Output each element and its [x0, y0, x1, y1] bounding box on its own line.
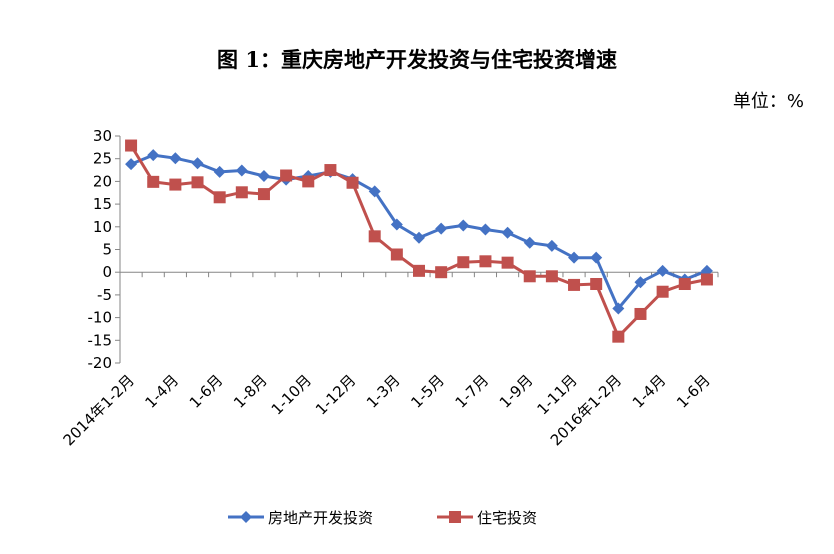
data-point [235, 164, 248, 177]
legend-item-0: 房地产开发投资 [228, 509, 373, 527]
data-point [125, 158, 138, 171]
data-point [656, 285, 669, 298]
data-point [147, 175, 160, 188]
data-point [257, 188, 270, 201]
x-tick-label: 1-7月 [452, 371, 493, 412]
data-point [678, 278, 691, 291]
y-tick-label: 10 [93, 218, 112, 236]
x-tick-label: 1-4月 [629, 371, 670, 412]
y-tick-label: 15 [93, 195, 112, 213]
y-tick-label: 5 [102, 241, 112, 259]
data-point [390, 218, 403, 231]
x-tick-label: 1-3月 [363, 371, 404, 412]
data-point [169, 152, 182, 165]
legend-label: 房地产开发投资 [268, 509, 373, 527]
legend-marker [240, 511, 252, 523]
y-tick-label: -10 [88, 309, 113, 327]
chart-title: 图 1：重庆房地产开发投资与住宅投资增速 [217, 47, 617, 72]
data-point [612, 302, 625, 315]
x-tick-label: 1-9月 [496, 371, 537, 412]
data-point [568, 251, 581, 264]
legend-marker [449, 511, 461, 523]
y-tick-label: -15 [88, 331, 113, 349]
x-tick-label: 1-10月 [268, 371, 315, 418]
unit-label: 单位：% [732, 91, 804, 112]
data-point [545, 239, 558, 252]
data-point [479, 255, 492, 268]
data-point [235, 186, 248, 199]
data-point [634, 276, 647, 289]
data-point [457, 219, 470, 232]
data-point [590, 251, 603, 264]
data-point [545, 270, 558, 283]
data-point [634, 307, 647, 320]
data-point [368, 185, 381, 198]
x-tick-label: 1-8月 [230, 371, 271, 412]
data-point [457, 256, 470, 269]
x-tick-label: 1-12月 [312, 371, 359, 418]
legend: 房地产开发投资 住宅投资 [228, 509, 537, 527]
legend-label: 住宅投资 [477, 509, 537, 527]
data-point [413, 264, 425, 277]
data-point [191, 157, 204, 170]
data-point [523, 236, 536, 249]
data-point [257, 169, 270, 182]
data-point [368, 230, 381, 243]
series-0 [125, 149, 713, 315]
data-point [612, 330, 625, 343]
data-point [302, 175, 315, 188]
data-point [568, 278, 581, 291]
x-tick-label: 1-6月 [186, 371, 227, 412]
legend-item-1: 住宅投资 [437, 509, 537, 527]
x-tick-label: 1-5月 [407, 371, 448, 412]
data-point [213, 191, 226, 204]
data-point [700, 273, 713, 286]
series-1 [125, 139, 713, 343]
y-tick-label: 25 [93, 150, 112, 168]
data-point [125, 139, 138, 152]
data-point [390, 248, 403, 261]
data-point [590, 278, 603, 291]
data-point [479, 223, 492, 236]
y-tick-label: -20 [88, 354, 113, 372]
x-tick-label: 2014年1-2月 [60, 371, 138, 449]
data-point [501, 226, 514, 239]
y-tick-label: 20 [93, 172, 112, 190]
data-point [324, 164, 337, 177]
data-point [435, 266, 448, 279]
data-point [656, 264, 669, 277]
data-point [213, 165, 226, 178]
data-point [501, 256, 514, 269]
y-tick-label: 30 [93, 127, 112, 145]
x-tick-label: 1-6月 [673, 371, 714, 412]
x-tick-label: 1-4月 [142, 371, 183, 412]
data-point [413, 231, 425, 244]
data-point [169, 178, 182, 191]
y-tick-label: -5 [97, 286, 112, 304]
data-point [147, 149, 160, 162]
data-point [523, 270, 536, 283]
y-tick-label: 0 [102, 263, 112, 281]
series-layer [125, 139, 713, 343]
data-point [280, 169, 293, 182]
data-point [191, 176, 204, 189]
data-point [435, 222, 448, 235]
data-point [346, 176, 359, 189]
